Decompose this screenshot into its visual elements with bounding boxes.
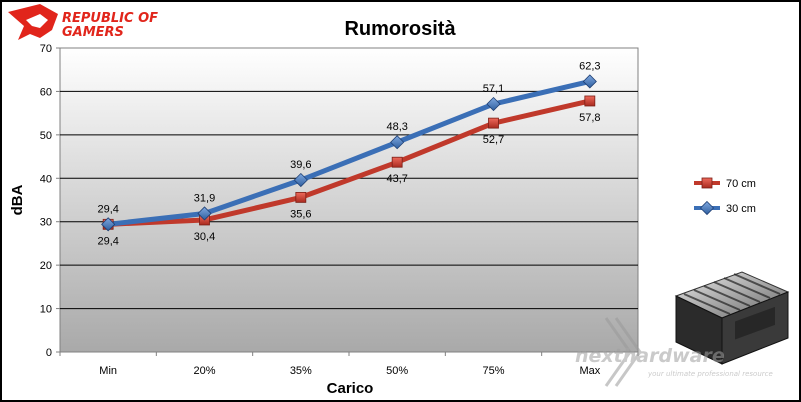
data-labels: 29,4 30,4 35,6 43,7 52,7 57,8 29,4 31,9 39,6 48,3… — [97, 60, 600, 247]
series-line-0 — [105, 98, 593, 227]
legend-label: 70 cm — [726, 178, 756, 190]
marker-legend — [701, 177, 713, 189]
logo-line2: GAMERS — [62, 25, 124, 40]
data-label-30cm: 31,9 — [194, 192, 215, 204]
data-label-30cm: 48,3 — [386, 121, 407, 133]
x-tick-label: 75% — [482, 365, 504, 377]
marker-30cm — [293, 172, 308, 188]
data-label-30cm: 39,6 — [290, 159, 311, 171]
data-label-70cm: 29,4 — [97, 235, 118, 247]
x-axis-label: Carico — [327, 380, 374, 397]
plot-area — [59, 47, 639, 353]
psu-product-image — [674, 271, 790, 365]
data-label-30cm: 62,3 — [579, 60, 600, 72]
legend: 70 cm 30 cm — [694, 177, 756, 216]
y-tick-label: 20 — [40, 260, 52, 272]
series-markers — [101, 74, 597, 232]
data-label-70cm: 30,4 — [194, 231, 215, 243]
y-tick-label: 0 — [46, 347, 52, 359]
x-tick-label: 20% — [193, 365, 215, 377]
series-lines — [105, 78, 593, 227]
data-label-70cm: 43,7 — [386, 173, 407, 185]
x-tick-label: 50% — [386, 365, 408, 377]
y-axis-ticks: 0 10 20 30 40 50 60 70 — [40, 43, 60, 359]
marker-30cm — [486, 96, 501, 112]
logo-line1: REPUBLIC OF — [62, 11, 158, 26]
y-tick-label: 50 — [40, 130, 52, 142]
marker-30cm — [390, 135, 405, 150]
data-label-70cm: 57,8 — [579, 112, 600, 124]
marker-30cm — [197, 206, 212, 221]
watermark-tagline: your ultimate professional resource — [647, 370, 773, 378]
marker-legend — [699, 200, 715, 216]
nexthardware-logo-icon — [604, 317, 642, 387]
chart-title: Rumorosità — [344, 18, 456, 40]
data-label-30cm: 29,4 — [97, 203, 118, 215]
marker-30cm — [582, 74, 597, 89]
y-axis-label: dBA — [9, 184, 26, 215]
data-label-30cm: 57,1 — [483, 83, 504, 95]
marker-70cm — [488, 117, 499, 129]
rog-eye-icon — [8, 4, 58, 40]
data-label-70cm: 52,7 — [483, 134, 504, 146]
marker-70cm — [584, 95, 596, 107]
y-tick-label: 10 — [40, 304, 52, 316]
nexthardware-watermark: nexthardware your ultimate professional … — [575, 317, 773, 387]
y-tick-label: 30 — [40, 217, 52, 229]
rog-logo: REPUBLIC OF GAMERS — [8, 4, 158, 40]
data-label-70cm: 35,6 — [290, 208, 311, 220]
x-tick-label: 35% — [290, 365, 312, 377]
y-tick-label: 70 — [40, 43, 52, 55]
watermark-brand: nexthardware — [575, 345, 725, 367]
x-tick-label: Min — [99, 365, 117, 377]
x-tick-label: Max — [579, 365, 600, 377]
marker-30cm — [101, 217, 116, 232]
series-line-1 — [105, 78, 593, 227]
y-tick-label: 60 — [40, 86, 52, 98]
marker-70cm — [295, 191, 307, 203]
y-tick-label: 40 — [40, 173, 52, 185]
x-axis-ticks: Min 20% 35% 50% 75% Max — [59, 352, 639, 377]
marker-70cm — [391, 156, 403, 168]
legend-label: 30 cm — [726, 203, 756, 215]
